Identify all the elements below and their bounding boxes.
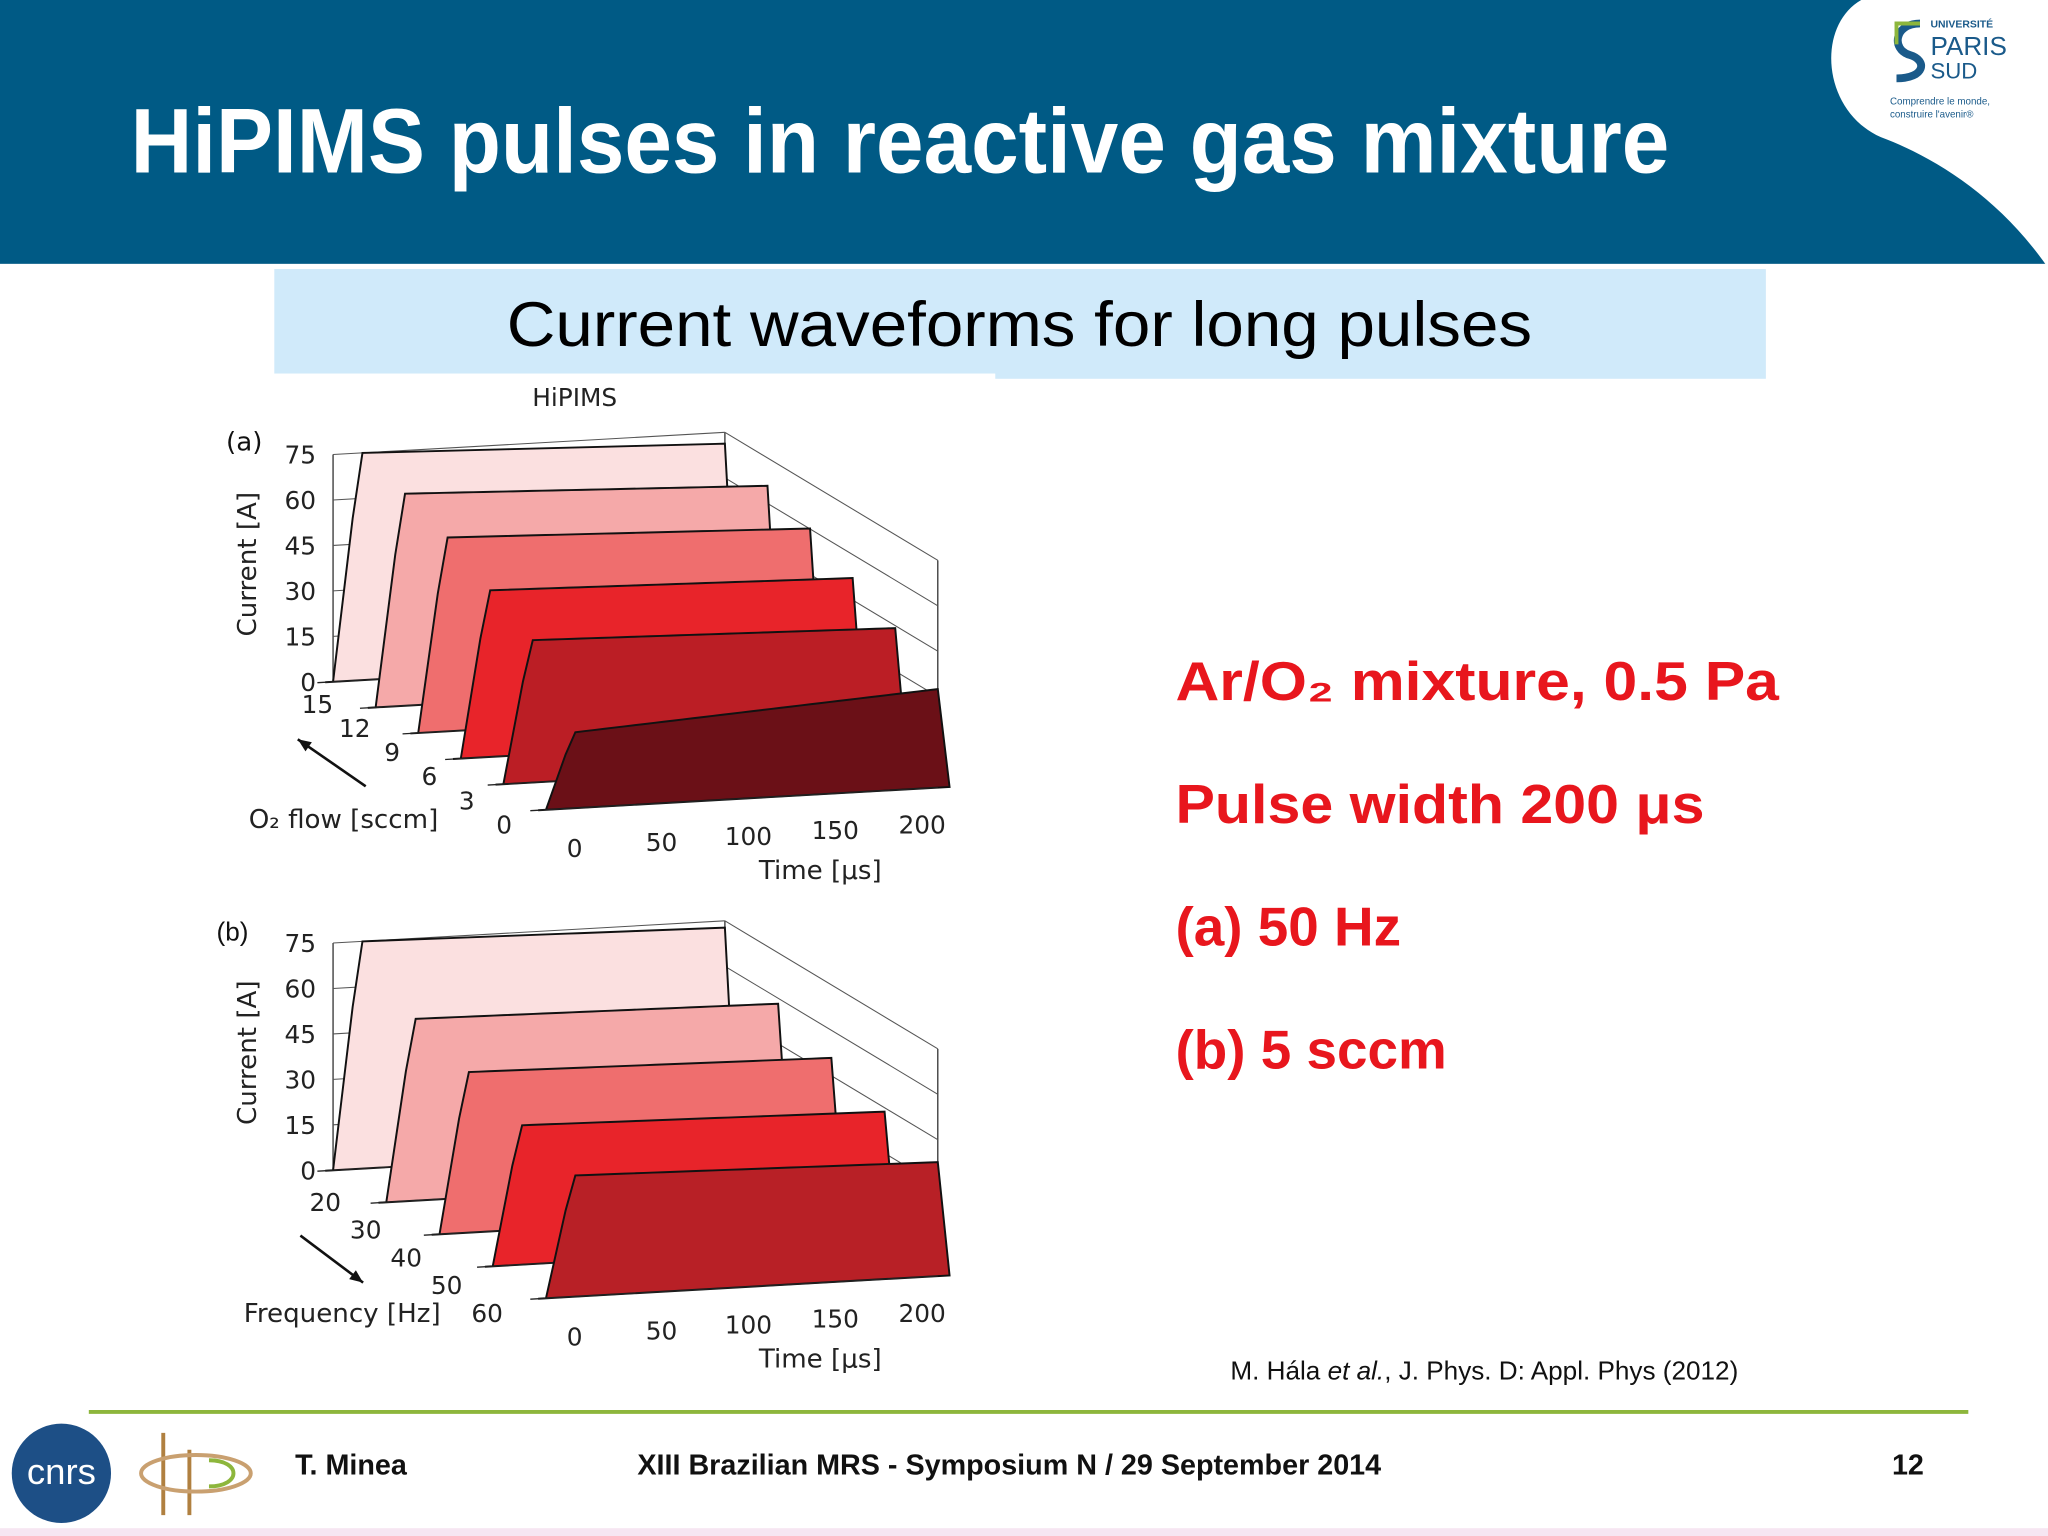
arrow-head — [349, 1270, 364, 1283]
x-axis-label: Time [μs] — [758, 1345, 882, 1375]
x-tick-label: 150 — [812, 816, 859, 845]
ipp-logo — [139, 1432, 253, 1516]
y-tick-label: 30 — [285, 1066, 317, 1095]
y-tick-label: 60 — [285, 486, 317, 515]
y-tick-label: 60 — [285, 975, 317, 1004]
y-tick-label: 30 — [285, 577, 317, 606]
grid-line — [724, 431, 939, 561]
depth-arrow — [297, 738, 367, 788]
logo-text: PARIS — [1930, 31, 2006, 61]
y-tick-label: 15 — [285, 1111, 317, 1140]
header-band — [0, 0, 2048, 264]
depth-axis-label: O₂ flow [sccm] — [249, 805, 439, 835]
subtitle: Current waveforms for long pulses — [507, 290, 1532, 360]
subtitle-box — [274, 269, 1766, 379]
ipp-ring — [139, 1453, 253, 1494]
logo-accent — [1894, 21, 1920, 45]
depth-tick-label: 9 — [384, 738, 400, 767]
x-tick-label: 100 — [725, 822, 772, 851]
x-tick-label: 0 — [567, 1322, 583, 1351]
depth-tick-label: 6 — [422, 762, 438, 791]
depth-tick-label: 15 — [302, 690, 334, 719]
bottom-strip — [0, 1528, 2048, 1536]
grid-line — [724, 965, 939, 1095]
footer-event: XIII Brazilian MRS - Symposium N / 29 Se… — [637, 1450, 1381, 1482]
logo-text: UNIVERSITÉ — [1930, 17, 1993, 30]
citation-etal: et al. — [1328, 1355, 1385, 1385]
citation: M. Hála et al., J. Phys. D: Appl. Phys (… — [1230, 1355, 1738, 1385]
x-tick-label: 50 — [646, 1316, 678, 1345]
x-axis-label: Time [μs] — [758, 856, 882, 886]
floor-line — [530, 1275, 938, 1300]
depth-axis-label: Frequency [Hz] — [244, 1299, 441, 1329]
cnrs-logo — [11, 1423, 112, 1523]
footer: T. Minea XIII Brazilian MRS - Symposium … — [295, 1450, 1924, 1482]
y-tick-label: 0 — [300, 668, 316, 697]
x-tick-label: 50 — [646, 828, 678, 857]
logo-backdrop — [1831, 0, 2048, 268]
logo-text: SUD — [1930, 58, 1977, 83]
footer-author: T. Minea — [295, 1450, 408, 1482]
panel-label: (a) — [226, 428, 262, 458]
y-axis-label: Current [A] — [233, 980, 263, 1125]
x-tick-label: 150 — [812, 1305, 859, 1334]
arrow-head — [297, 739, 312, 752]
panel-title: HiPIMS — [532, 383, 617, 412]
waveform — [538, 1161, 951, 1300]
depth-tick-label: 50 — [431, 1271, 463, 1300]
x-tick-label: 100 — [725, 1311, 772, 1340]
ipp-arc — [208, 1458, 236, 1489]
citation-authors: M. Hála — [1230, 1355, 1327, 1385]
figure-backdrop — [222, 373, 996, 382]
y-tick-label: 0 — [300, 1156, 316, 1185]
waterfall-figure: 0 15 30 45 60 75 20 30 40 50 60 0 50 100 150 200 Time [μ… — [217, 916, 951, 1375]
y-tick-label: 15 — [285, 622, 317, 651]
depth-tick-label: 40 — [390, 1243, 422, 1272]
panel-label: (b) — [217, 916, 249, 946]
depth-tick-label: 0 — [496, 810, 512, 839]
depth-tick-label: 30 — [350, 1216, 382, 1245]
logo-text: construire l'avenir® — [1890, 110, 1974, 121]
note: (a) 50 Hz — [1176, 896, 1402, 958]
cnrs-logo-text: cnrs — [27, 1451, 96, 1492]
logo-s — [1893, 19, 1925, 83]
y-tick-label: 75 — [285, 441, 317, 470]
y-tick-label: 45 — [285, 1020, 317, 1049]
logo-text: Comprendre le monde, — [1890, 96, 1990, 107]
waveform — [538, 688, 951, 812]
x-tick-label: 200 — [898, 810, 945, 839]
note: Ar/O₂ mixture, 0.5 Pa — [1176, 650, 1780, 712]
university-logo: UNIVERSITÉ PARIS SUD Comprendre le monde… — [1890, 17, 2007, 120]
y-axis-label: Current [A] — [233, 492, 263, 637]
depth-tick-label: 20 — [309, 1188, 341, 1217]
note: Pulse width 200 μs — [1176, 773, 1705, 835]
slide-title: HiPIMS pulses in reactive gas mixture — [131, 90, 1670, 192]
ipp-stroke — [161, 1432, 192, 1516]
notes: Ar/O₂ mixture, 0.5 Pa Pulse width 200 μs… — [1176, 650, 1780, 1080]
grid-line — [724, 920, 939, 1050]
grid-line — [333, 431, 725, 456]
y-tick-label: 45 — [285, 532, 317, 561]
depth-tick-label: 12 — [339, 714, 371, 743]
depth-tick-label: 3 — [459, 786, 475, 815]
citation-source: , J. Phys. D: Appl. Phys (2012) — [1384, 1355, 1738, 1385]
page-number: 12 — [1892, 1450, 1924, 1482]
floor-line — [530, 786, 938, 812]
note: (b) 5 sccm — [1176, 1018, 1447, 1080]
y-tick-label: 75 — [285, 929, 317, 958]
x-tick-label: 200 — [898, 1299, 945, 1328]
depth-tick-label: 60 — [471, 1299, 503, 1328]
x-tick-label: 0 — [567, 834, 583, 863]
